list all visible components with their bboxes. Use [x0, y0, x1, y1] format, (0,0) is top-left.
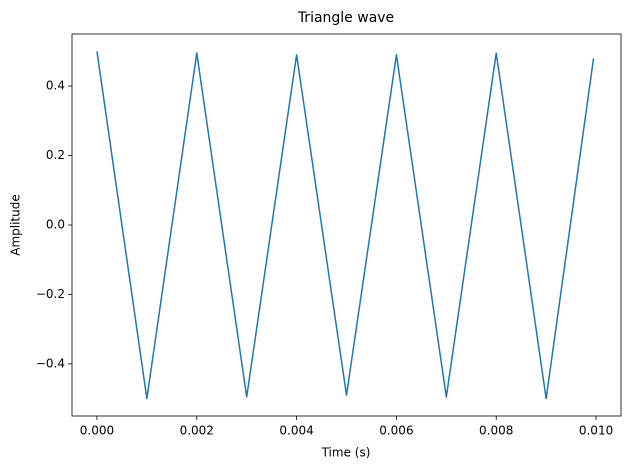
y-tick-label: 0.2: [46, 148, 65, 162]
y-tick-label: −0.4: [36, 356, 65, 370]
chart-title: Triangle wave: [297, 10, 394, 26]
y-axis-label: Amplitude: [9, 194, 23, 256]
x-tick-label: 0.006: [379, 424, 413, 438]
y-tick-label: −0.2: [36, 287, 65, 301]
plot-frame: [71, 33, 622, 417]
y-tick-label: 0.4: [46, 79, 65, 93]
x-tick-label: 0.004: [279, 424, 313, 438]
data-line: [96, 51, 595, 400]
y-tick-label: 0.0: [46, 218, 65, 232]
x-tick-label: 0.010: [579, 424, 613, 438]
x-tick-label: 0.000: [80, 424, 114, 438]
x-tick-label: 0.008: [479, 424, 513, 438]
x-tick-label: 0.002: [180, 424, 214, 438]
x-axis-label: Time (s): [321, 446, 371, 460]
